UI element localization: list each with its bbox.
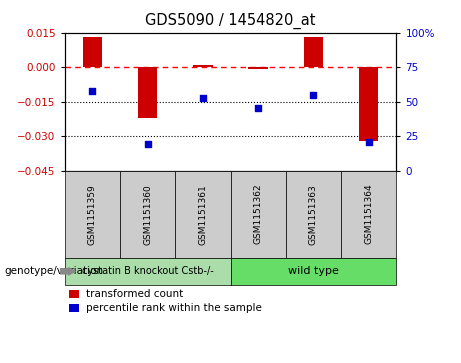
Text: GSM1151359: GSM1151359 — [88, 184, 97, 245]
Bar — [138, 67, 157, 118]
Point — [254, 105, 262, 111]
Text: GSM1151362: GSM1151362 — [254, 184, 263, 245]
Bar — [83, 37, 102, 67]
Text: wild type: wild type — [288, 266, 339, 276]
Text: GSM1151360: GSM1151360 — [143, 184, 152, 245]
Point — [365, 139, 372, 145]
Bar — [248, 67, 268, 69]
Point — [144, 141, 151, 147]
Text: genotype/variation: genotype/variation — [5, 266, 104, 276]
Bar — [359, 67, 378, 141]
Text: GSM1151363: GSM1151363 — [309, 184, 318, 245]
Point — [310, 93, 317, 98]
Point — [199, 95, 207, 101]
Text: GSM1151361: GSM1151361 — [198, 184, 207, 245]
Text: cystatin B knockout Cstb-/-: cystatin B knockout Cstb-/- — [82, 266, 213, 276]
Text: GSM1151364: GSM1151364 — [364, 184, 373, 245]
Bar — [304, 37, 323, 67]
Text: transformed count: transformed count — [86, 289, 183, 299]
Bar — [193, 65, 213, 67]
Point — [89, 88, 96, 94]
Text: percentile rank within the sample: percentile rank within the sample — [86, 303, 262, 313]
Text: GDS5090 / 1454820_at: GDS5090 / 1454820_at — [145, 13, 316, 29]
